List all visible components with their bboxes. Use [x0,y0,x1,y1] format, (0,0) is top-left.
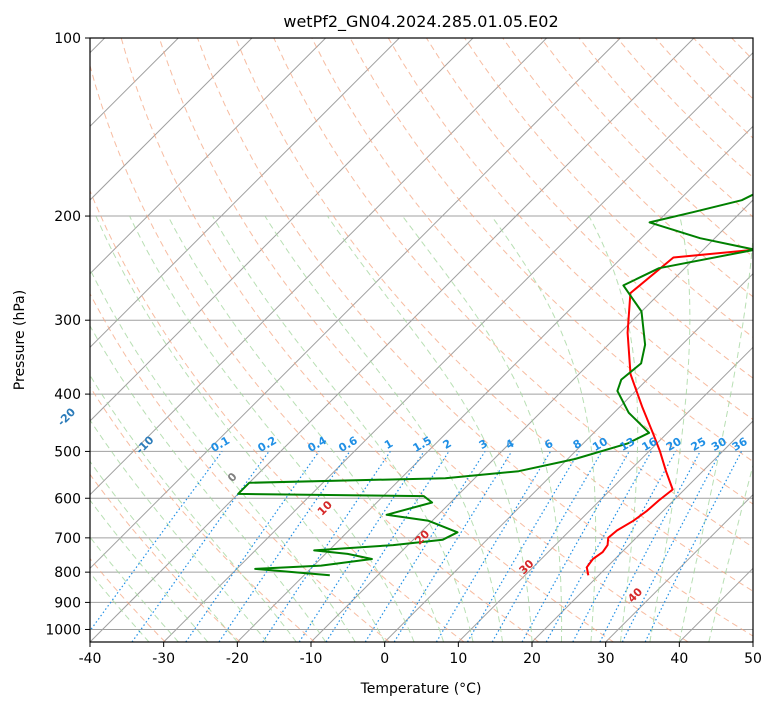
dry-adiabat-line [90,189,465,642]
x-tick-label: 20 [523,651,541,667]
y-tick-label: 400 [54,387,81,403]
dry-adiabat-line [197,38,753,637]
x-axis-title: Temperature (°C) [360,681,482,697]
isotherm-line [236,125,753,642]
x-axis: -40 -30 -20 -10 0 10 20 30 40 50 [79,642,762,667]
dewpoint-profile-line [237,193,753,577]
x-tick-label: 30 [597,651,615,667]
dry-adiabat-line [387,38,753,421]
dry-adiabat-line [349,38,753,463]
isotherm-line [90,38,621,570]
isotherm-line [90,38,474,422]
moist-adiabat-line [90,268,356,642]
dry-adiabat-line [90,385,316,642]
y-tick-label: 300 [54,313,81,329]
moist-adiabat-line [90,419,268,642]
dry-adiabat-label: -30 [0,371,2,394]
dry-adiabat-line [311,38,753,505]
moist-adiabat-line [491,215,597,642]
y-tick-label: 500 [54,444,81,460]
y-tick-label: 600 [54,491,81,507]
dry-adiabat-label: -20 [55,405,78,428]
mixing-ratio-line [393,451,513,642]
isotherm-line [163,51,753,642]
grid-lines [90,38,753,642]
y-tick-label: 100 [54,31,81,47]
dry-adiabat-line [273,38,753,548]
isotherm-line [457,346,753,642]
dry-adiabat-line [425,38,753,379]
isotherm-line [310,199,753,642]
moist-adiabat-line [326,215,533,642]
x-tick-label: 40 [670,651,688,667]
isotherm-line [752,641,753,642]
moist-adiabat-line [90,460,238,642]
moist-adiabat-line [129,215,415,642]
mixing-ratio-line [325,451,450,642]
mixing-ratio-line [218,451,351,642]
moist-adiabat-line [90,499,209,642]
plot-area [90,38,753,642]
y-tick-label: 800 [54,565,81,581]
dry-adiabat-line [90,63,540,642]
isotherm-line [90,38,400,349]
moist-adiabat-line [212,215,474,642]
moist-adiabat-line [649,215,691,642]
moist-adiabat-line [402,215,563,642]
temperature-profile-line [585,248,753,576]
x-tick-label: 50 [744,651,762,667]
y-tick-label: 200 [54,209,81,225]
moist-adiabat-line [588,215,639,642]
dry-adiabat-line [90,473,241,642]
isotherm-line [605,493,753,642]
moist-adiabat-line [90,324,327,642]
mixing-ratio-line [298,451,425,642]
isotherm-line [90,38,695,642]
dry-adiabat-line [90,292,390,642]
y-tick-label: 1000 [45,622,81,638]
mixing-ratio-line [90,451,223,632]
dry-adiabat-line [235,38,753,592]
y-tick-label: 900 [54,595,81,611]
mixing-ratio-line [521,451,630,642]
mixing-ratio-line [185,451,320,642]
x-tick-label: 0 [380,651,389,667]
y-tick-label: 700 [54,531,81,547]
x-tick-label: -30 [152,651,175,667]
y-axis-title: Pressure (hPa) [12,290,28,390]
dry-adiabat-line [120,38,614,642]
dry-adiabat-line [502,38,753,298]
dry-adiabat-line [464,38,753,338]
x-tick-label: -40 [79,651,102,667]
moist-adiabat-line [95,215,386,642]
isotherm-line [90,38,548,496]
profile-series [237,193,753,577]
moist-adiabat-line [678,230,753,642]
x-tick-label: -20 [226,651,249,667]
isotherm-line [90,38,253,201]
isotherm-line [384,272,753,642]
chart-title: wetPf2_GN04.2024.285.01.05.E02 [283,12,558,32]
mixing-ratio-line [644,451,743,642]
mixing-ratio-line [572,451,677,642]
y-axis: 1000 900 800 700 600 500 400 300 200 100 [45,31,90,638]
x-tick-label: -10 [300,651,323,667]
plot-background [90,38,753,642]
isotherm-line [531,420,753,642]
dry-adiabat-line [770,38,775,642]
plot-frame [89,37,754,643]
isotherm-line [90,38,327,275]
moist-adiabat-line [264,215,503,642]
mixing-ratio-line [621,451,722,642]
moist-adiabat-line [90,374,297,642]
x-tick-label: 10 [449,651,467,667]
dry-adiabat-line [158,38,689,642]
